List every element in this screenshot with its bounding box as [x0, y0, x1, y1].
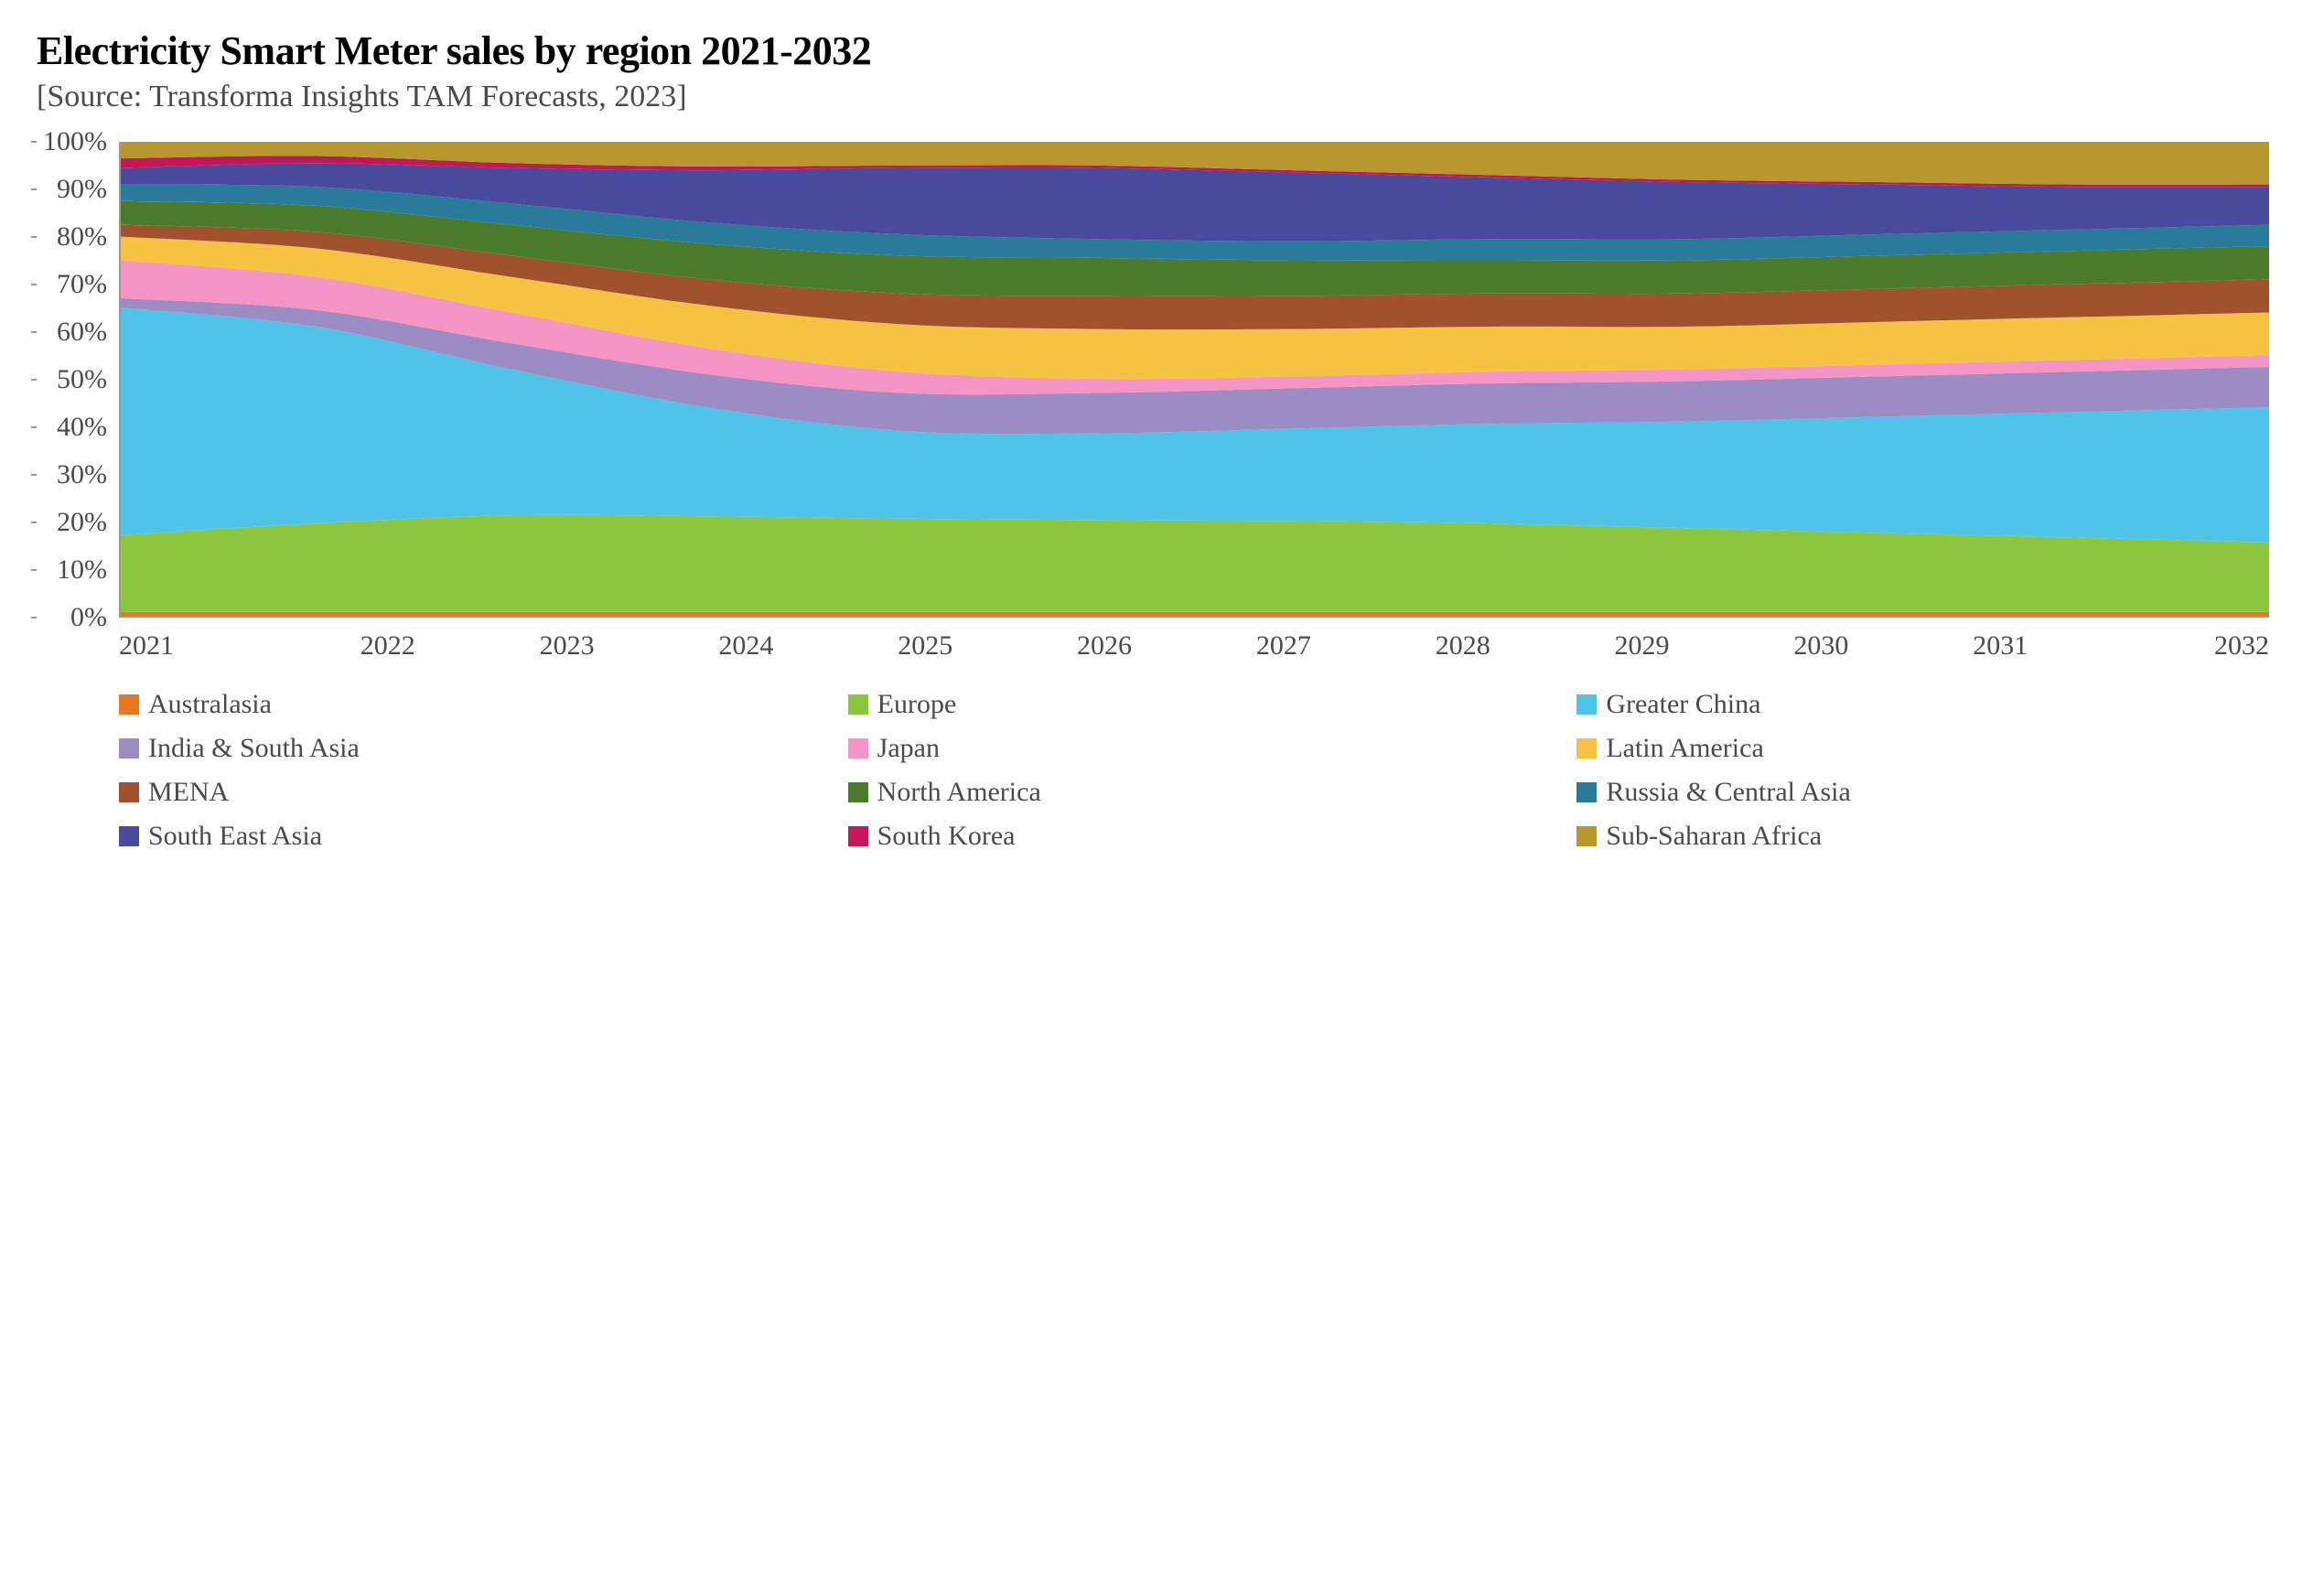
x-tick-label: 2021 [119, 630, 298, 662]
legend: Australasia Europe Greater China India & So… [119, 689, 2287, 852]
legend-swatch [1576, 738, 1597, 759]
legend-label: South Korea [877, 821, 1016, 852]
x-axis: 2021202220232024202520262027202820292030… [119, 630, 2269, 662]
legend-label: Australasia [148, 689, 272, 720]
legend-label: India & South Asia [148, 733, 360, 764]
legend-item: MENA [119, 777, 830, 808]
legend-label: Greater China [1606, 689, 1760, 720]
legend-item: Sub-Saharan Africa [1576, 821, 2287, 852]
legend-swatch [119, 738, 139, 759]
x-tick-label: 2028 [1373, 630, 1553, 662]
legend-item: South Korea [848, 821, 1559, 852]
x-tick-label: 2031 [1910, 630, 2090, 662]
legend-item: Latin America [1576, 733, 2287, 764]
chart-subtitle: [Source: Transforma Insights TAM Forecas… [37, 80, 2287, 114]
legend-item: Russia & Central Asia [1576, 777, 2287, 808]
legend-item: South East Asia [119, 821, 830, 852]
y-tick-label: 0% [70, 602, 107, 633]
y-tick-label: 60% [57, 317, 107, 348]
y-tick-label: 80% [57, 221, 107, 253]
legend-swatch [1576, 694, 1597, 715]
x-tick-label: 2025 [835, 630, 1015, 662]
legend-label: MENA [148, 777, 229, 808]
legend-swatch [848, 694, 868, 715]
y-tick-label: 10% [57, 554, 107, 586]
legend-label: Sub-Saharan Africa [1606, 821, 1822, 852]
legend-label: Europe [877, 689, 957, 720]
x-tick-label: 2026 [1015, 630, 1194, 662]
legend-swatch [119, 694, 139, 715]
y-tick-label: 70% [57, 269, 107, 300]
x-tick-label: 2023 [478, 630, 657, 662]
legend-item: Greater China [1576, 689, 2287, 720]
x-tick-label: 2030 [1731, 630, 1910, 662]
legend-item: Europe [848, 689, 1559, 720]
stacked-area-svg [121, 142, 2269, 616]
legend-swatch [848, 782, 868, 802]
legend-swatch [119, 782, 139, 802]
legend-swatch [848, 738, 868, 759]
y-tick-label: 90% [57, 174, 107, 205]
x-tick-label: 2027 [1194, 630, 1373, 662]
area-series [121, 612, 2269, 616]
y-tick-label: 20% [57, 507, 107, 538]
x-tick-label: 2032 [2090, 630, 2269, 662]
y-tick-label: 100% [43, 126, 107, 157]
legend-item: North America [848, 777, 1559, 808]
legend-label: South East Asia [148, 821, 322, 852]
legend-item: Australasia [119, 689, 830, 720]
y-tick-label: 50% [57, 364, 107, 395]
legend-swatch [848, 826, 868, 846]
y-tick-label: 30% [57, 459, 107, 490]
legend-label: Russia & Central Asia [1606, 777, 1850, 808]
legend-swatch [1576, 782, 1597, 802]
legend-swatch [119, 826, 139, 846]
y-tick-label: 40% [57, 412, 107, 443]
plot-area [119, 142, 2269, 618]
legend-item: Japan [848, 733, 1559, 764]
legend-item: India & South Asia [119, 733, 830, 764]
legend-swatch [1576, 826, 1597, 846]
x-tick-label: 2029 [1553, 630, 1732, 662]
x-tick-label: 2022 [298, 630, 478, 662]
y-axis: 0%10%20%30%40%50%60%70%80%90%100% [37, 142, 114, 618]
x-tick-label: 2024 [656, 630, 835, 662]
legend-label: North America [877, 777, 1041, 808]
legend-label: Japan [877, 733, 940, 764]
chart-container: 0%10%20%30%40%50%60%70%80%90%100% 202120… [119, 142, 2269, 662]
chart-title: Electricity Smart Meter sales by region … [37, 27, 2287, 74]
legend-label: Latin America [1606, 733, 1763, 764]
